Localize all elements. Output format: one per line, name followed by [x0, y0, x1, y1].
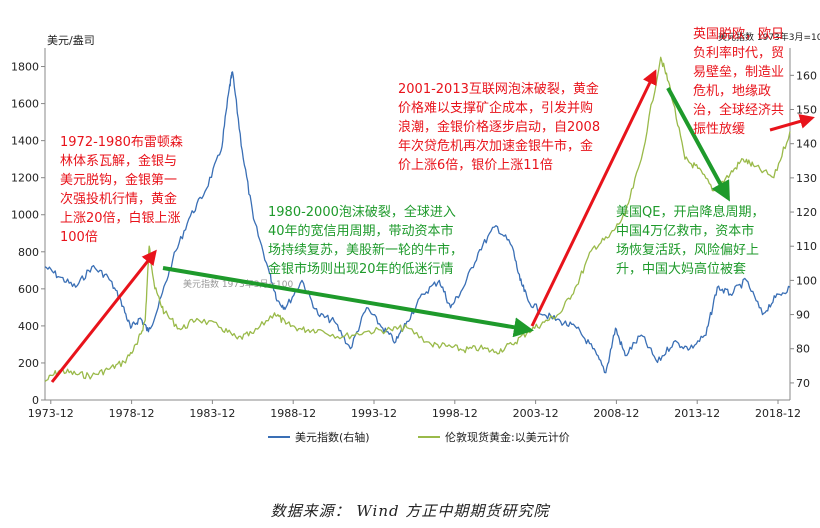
trend-arrow-up-3 — [769, 114, 815, 132]
x-tick-label: 1988-12 — [270, 407, 316, 420]
annotation-line: 治，全球经济共 — [693, 102, 784, 118]
right-tick-label: 130 — [796, 172, 817, 185]
annotation-line: 危机，地缘政 — [693, 84, 771, 99]
annotation-line: 英国脱欧，欧日 — [693, 27, 784, 42]
annotation-line: 1972-1980布雷顿森 — [60, 135, 183, 150]
legend-label-gold-price: 伦敦现货黄金:以美元计价 — [445, 430, 570, 444]
trend-arrow-down-2 — [666, 87, 730, 202]
x-tick-label: 1998-12 — [432, 407, 478, 420]
gold-vs-dollar-chart: 美元/盎司 020040060080010001200140016001800 … — [11, 27, 820, 444]
right-tick-label: 160 — [796, 69, 817, 82]
left-axis-ticks: 0 200 400 600 800 1000 1200 1400 1600 1800 — [11, 61, 45, 407]
annotation-line: 美国QE，开启降息周期， — [616, 204, 764, 220]
annotation-line: 中国4万亿救市，资本市 — [616, 223, 754, 239]
left-tick-label: 200 — [18, 357, 39, 370]
right-tick-label: 110 — [796, 240, 817, 253]
right-tick-label: 70 — [796, 377, 810, 390]
annotation-brexit: 英国脱欧，欧日负利率时代，贸易壁垒，制造业危机，地缘政治，全球经济共振性放缓 — [693, 27, 784, 137]
left-tick-label: 1200 — [11, 172, 39, 185]
source-caption: 数据来源： Wind 方正中期期货研究院 — [270, 502, 550, 520]
annotation-line: 场恢复活跃，风险偏好上 — [616, 243, 759, 258]
annotation-line: 价上涨6倍，银价上涨11倍 — [398, 158, 553, 173]
annotation-line: 浪潮，金银价格逐步启动，自2008 — [398, 119, 600, 135]
left-tick-label: 800 — [18, 246, 39, 259]
right-tick-label: 80 — [796, 343, 810, 356]
right-tick-label: 150 — [796, 104, 817, 117]
x-tick-label: 2018-12 — [755, 407, 801, 420]
x-tick-label: 1978-12 — [109, 407, 155, 420]
annotation-qe: 美国QE，开启降息周期， 中国4万亿救市，资本市场恢复活跃，风险偏好上升，中国大妈… — [616, 204, 764, 277]
left-tick-label: 400 — [18, 320, 39, 333]
annotation-line: 升，中国大妈高位被套 — [616, 261, 746, 277]
annotation-line: 美元脱钩，金银第一 — [60, 172, 177, 188]
legend: 美元指数(右轴) 伦敦现货黄金:以美元计价 — [268, 430, 570, 444]
annotation-line: 1980-2000泡沫破裂，全球进入 — [268, 204, 456, 220]
annotation-line: 负利率时代，贸 — [693, 45, 784, 61]
right-axis-ticks: 70 80 90 100 110 120 130 140 150 160 — [790, 69, 817, 390]
annotation-line: 年次贷危机再次加速金银牛市，金 — [398, 138, 593, 154]
annotation-line: 振性放缓 — [693, 122, 745, 137]
annotation-1980-2000: 1980-2000泡沫破裂，全球进入 40年的宽信用周期，带动资本市场持续复苏，美… — [268, 204, 463, 277]
left-tick-label: 1000 — [11, 209, 39, 222]
annotation-line: 场持续复苏，美股新一轮的牛市， — [268, 242, 463, 258]
left-tick-label: 1600 — [11, 98, 39, 111]
x-tick-label: 2008-12 — [593, 407, 639, 420]
tooltip-top-right: 美元指数 1973年3月=100 — [718, 31, 820, 43]
right-tick-label: 90 — [796, 309, 810, 322]
x-axis-ticks: 1973-12 1978-12 1983-12 1988-12 1993-12 1998-… — [28, 400, 801, 420]
annotation-line: 上涨20倍，白银上涨 — [60, 210, 181, 226]
x-tick-label: 2003-12 — [513, 407, 559, 420]
svg-text:美元指数 1973年3月=100: 美元指数 1973年3月=100 — [718, 31, 820, 43]
annotation-line: 次强投机行情，黄金 — [60, 191, 177, 207]
annotation-line: 价格难以支撑矿企成本，引发并购 — [398, 100, 593, 116]
x-tick-label: 1993-12 — [351, 407, 397, 420]
legend-label-dollar-index: 美元指数(右轴) — [295, 430, 370, 444]
trend-arrow-up-1 — [50, 249, 157, 383]
left-tick-label: 0 — [32, 394, 39, 407]
right-tick-label: 100 — [796, 274, 817, 287]
trend-arrow-up-2 — [530, 69, 657, 327]
x-tick-label: 1973-12 — [28, 407, 74, 420]
annotation-line: 林体系瓦解，金银与 — [60, 153, 177, 169]
left-tick-label: 600 — [18, 283, 39, 296]
left-axis-unit: 美元/盎司 — [47, 33, 95, 47]
annotation-line: 易壁垒，制造业 — [693, 65, 784, 80]
annotation-line: 金银市场则出现20年的低迷行情 — [268, 261, 454, 277]
annotation-line: 40年的宽信用周期，带动资本市 — [268, 223, 454, 239]
trend-arrow-down-1 — [162, 266, 534, 338]
annotation-line: 2001-2013互联网泡沫破裂，黄金 — [398, 81, 599, 97]
left-tick-label: 1400 — [11, 135, 39, 148]
annotation-2001-2013: 2001-2013互联网泡沫破裂，黄金价格难以支撑矿企成本，引发并购浪潮，金银价… — [398, 81, 600, 173]
annotation-1972-1980: 1972-1980布雷顿森林体系瓦解，金银与美元脱钩，金银第一次强投机行情，黄金… — [60, 135, 183, 245]
right-tick-label: 140 — [796, 138, 817, 151]
left-tick-label: 1800 — [11, 61, 39, 74]
x-tick-label: 2013-12 — [674, 407, 720, 420]
x-tick-label: 1983-12 — [189, 407, 235, 420]
annotation-line: 100倍 — [60, 230, 98, 245]
right-tick-label: 120 — [796, 206, 817, 219]
